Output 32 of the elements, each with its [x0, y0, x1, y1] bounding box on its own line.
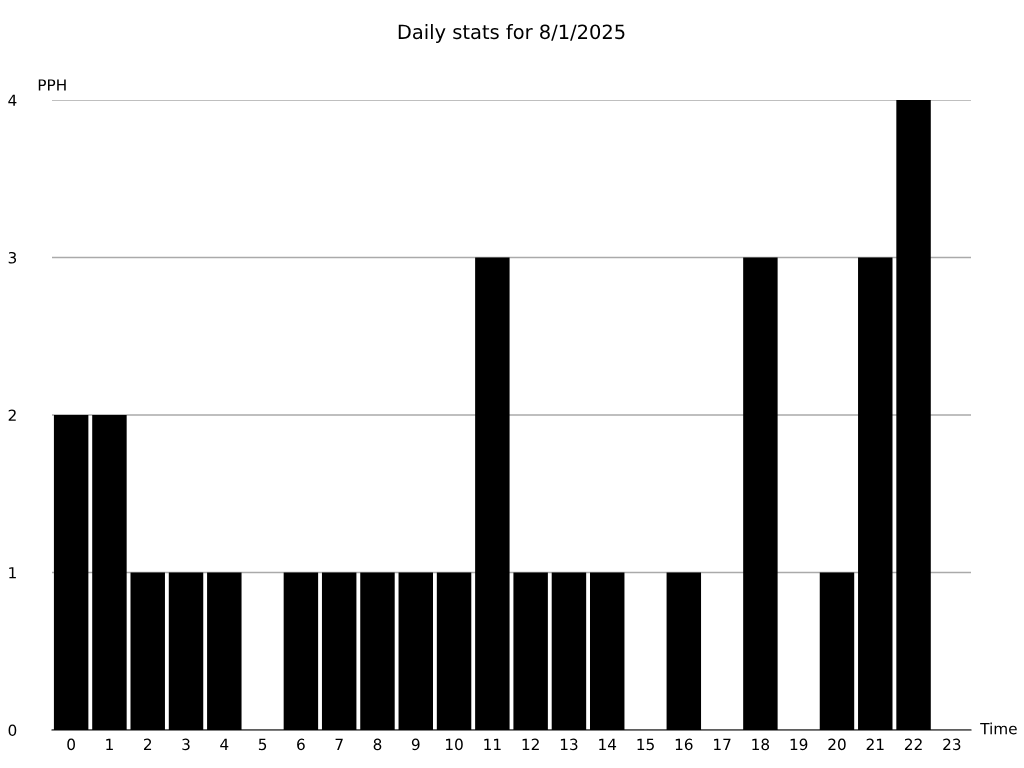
- x-tick-label: 5: [258, 738, 267, 751]
- x-tick-label: 3: [182, 738, 190, 751]
- x-tick-label: 16: [675, 738, 693, 751]
- y-tick-label: 4: [8, 94, 17, 106]
- x-tick-label: 6: [297, 738, 305, 751]
- x-tick-label: 10: [446, 738, 463, 751]
- x-tick-label: 13: [560, 738, 578, 751]
- x-tick-label: 17: [714, 738, 731, 750]
- y-axis-title: PPH: [38, 79, 66, 91]
- y-tick-label: 1: [9, 567, 16, 579]
- x-tick-label: 8: [373, 738, 382, 751]
- x-tick-label: 14: [599, 738, 617, 750]
- x-tick-label: 12: [522, 738, 539, 750]
- x-tick-label: 22: [904, 738, 922, 750]
- y-tick-label: 2: [8, 409, 16, 421]
- y-tick-label: 0: [8, 724, 17, 737]
- x-tick-label: 9: [411, 738, 420, 751]
- x-tick-label: 11: [484, 738, 501, 750]
- x-tick-label: 19: [790, 738, 808, 751]
- x-tick-label: 2: [143, 738, 152, 750]
- x-tick-label: 0: [67, 738, 75, 751]
- x-tick-label: 1: [106, 738, 113, 750]
- x-tick-label: 7: [335, 738, 343, 750]
- chart-title: Daily stats for 8/1/2025: [398, 24, 625, 43]
- x-tick-label: 18: [752, 738, 770, 751]
- x-tick-label: 20: [828, 738, 846, 751]
- x-tick-label: 4: [220, 738, 229, 750]
- x-tick-label: 15: [637, 738, 654, 751]
- x-tick-label: 21: [866, 738, 884, 750]
- x-axis-title: Time: [980, 722, 1017, 735]
- x-tick-label: 23: [943, 738, 961, 751]
- y-tick-label: 3: [8, 251, 17, 264]
